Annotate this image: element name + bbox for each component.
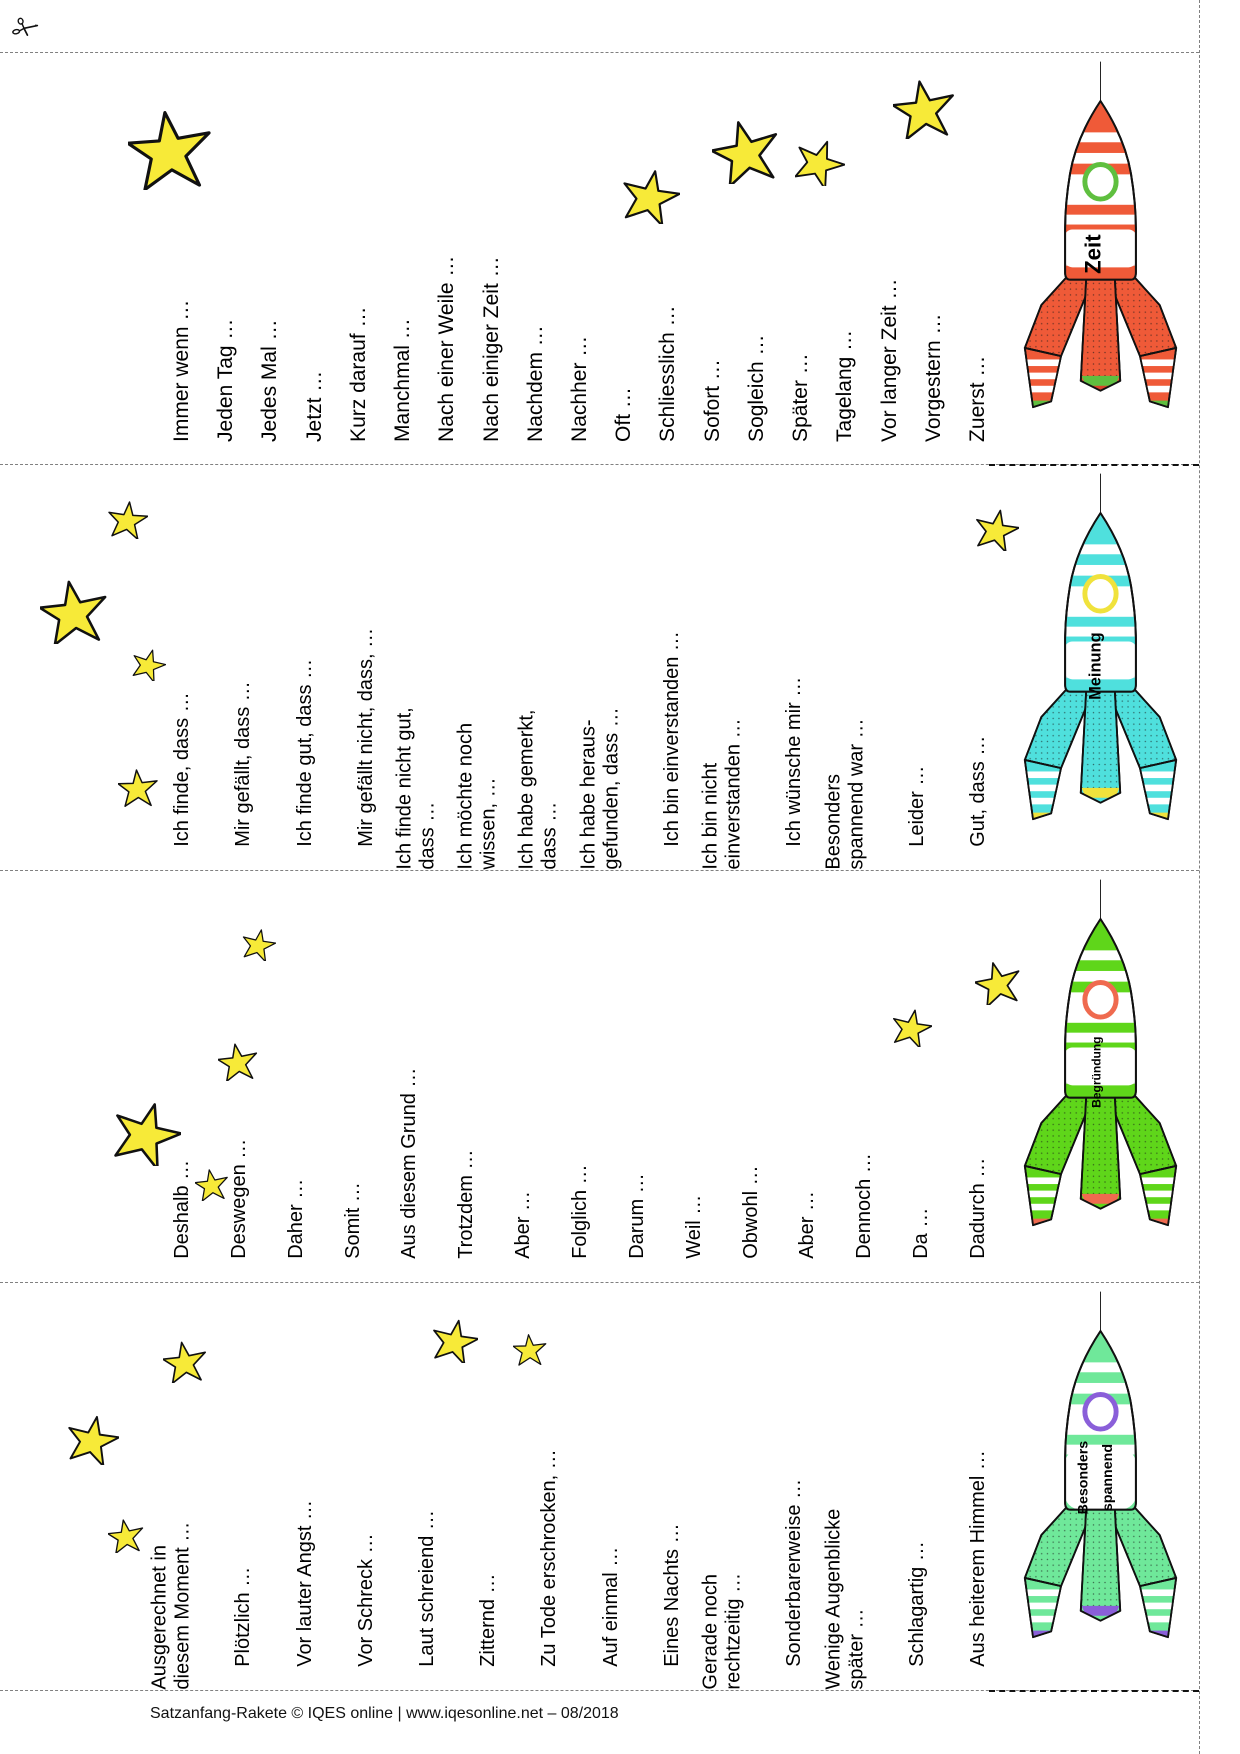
svg-text:spannend: spannend [1100, 1444, 1116, 1511]
svg-text:Meinung: Meinung [1087, 633, 1105, 701]
svg-text:Zeit: Zeit [1081, 234, 1106, 274]
svg-text:Begründung: Begründung [1090, 1037, 1104, 1108]
svg-text:Besonders: Besonders [1075, 1441, 1091, 1515]
